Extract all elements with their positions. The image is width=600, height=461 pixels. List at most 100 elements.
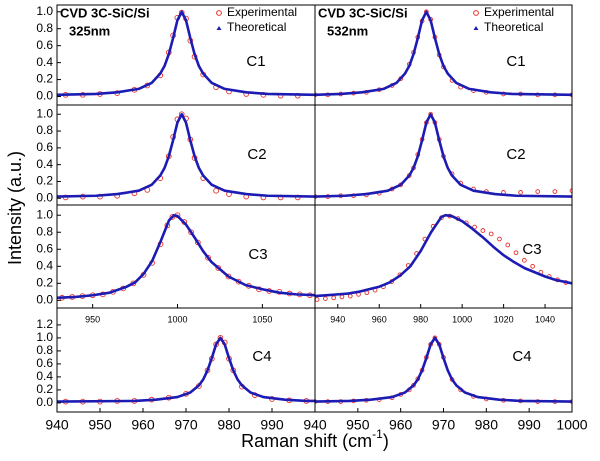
theoretical-line	[57, 10, 315, 97]
experimental-point	[205, 254, 211, 261]
y-tick-label: 0.0	[36, 293, 53, 307]
panel-annotation: C4	[512, 348, 531, 365]
y-tick-label: 0.4	[36, 369, 53, 383]
y-tick-label: 0.0	[36, 395, 53, 409]
theoretical-line	[315, 213, 572, 298]
y-tick-label: 0.6	[36, 241, 53, 255]
x-tick-label: 1040	[535, 314, 555, 324]
experimental-point	[217, 335, 224, 341]
x-tick-label: 1000	[167, 314, 187, 324]
panel-title: CVD 3C-SiC/Si	[60, 5, 150, 20]
x-axis-label: Raman shift (cm-1)	[241, 427, 389, 451]
y-tick-label: 0.0	[36, 190, 53, 204]
x-tick-label: 990	[260, 417, 284, 433]
y-tick-label: 0.8	[36, 21, 53, 35]
legend-label: Theoretical	[227, 20, 286, 34]
panel-annotation: C2	[506, 146, 525, 163]
x-tick-label: 1020	[494, 314, 514, 324]
y-tick-label: 1.0	[36, 330, 53, 344]
y-tick-label: 0.2	[36, 275, 53, 289]
y-tick-label: 0.4	[36, 55, 53, 69]
panel-subtitle: 325nm	[69, 23, 110, 38]
x-tick-label: 980	[413, 314, 428, 324]
x-axis-label-sup: -1	[372, 427, 383, 441]
plot-area	[57, 9, 315, 99]
x-tick-label: 960	[131, 417, 155, 433]
x-tick-label: 960	[389, 417, 413, 433]
theoretical-line	[315, 336, 572, 403]
experimental-point	[323, 296, 328, 301]
experimental-point	[188, 229, 194, 236]
y-tick-label: 1.2	[36, 317, 53, 331]
x-tick-label: 950	[88, 417, 112, 433]
panel-annotation: C1	[506, 53, 525, 70]
x-tick-label: 990	[517, 417, 541, 433]
legend-marker	[216, 26, 222, 30]
y-tick-label: 0.8	[36, 224, 53, 238]
plot-area	[57, 335, 315, 405]
experimental-point	[513, 250, 519, 256]
y-tick-label: 1.0	[36, 207, 53, 221]
theoretical-line	[57, 336, 315, 403]
legend-marker	[216, 10, 222, 16]
x-axis-label-end: )	[383, 431, 389, 451]
x-tick-label: 1050	[252, 314, 272, 324]
y-tick-label: 0.8	[36, 343, 53, 357]
x-axis-label-main: Raman shift (cm	[241, 431, 372, 451]
experimental-point	[505, 242, 511, 248]
plot-area	[315, 213, 572, 302]
plot-area	[57, 212, 315, 301]
theoretical-line	[315, 112, 572, 198]
panel-title: CVD 3C-SiC/Si	[318, 5, 408, 20]
y-tick-label: 0.2	[36, 72, 53, 86]
legend-marker	[473, 10, 479, 16]
legend-label: Theoretical	[484, 20, 543, 34]
x-tick-label: 970	[174, 417, 198, 433]
experimental-point	[521, 257, 527, 263]
experimental-point	[535, 189, 541, 194]
y-tick-label: 0.8	[36, 123, 53, 137]
y-tick-label: 1.0	[36, 4, 53, 18]
experimental-point	[518, 190, 523, 195]
panel-annotation: C1	[246, 53, 265, 70]
experimental-point	[480, 228, 486, 233]
experimental-point	[497, 236, 502, 242]
experimental-point	[530, 263, 535, 269]
x-tick-label: 960	[372, 314, 387, 324]
panel-subtitle: 532nm	[327, 23, 368, 38]
y-tick-label: 0.0	[36, 89, 53, 103]
experimental-point	[552, 189, 558, 194]
theoretical-line	[57, 213, 315, 300]
x-tick-label: 940	[45, 417, 69, 433]
x-tick-label: 950	[346, 417, 370, 433]
experimental-point	[215, 265, 222, 271]
legend-label: Experimental	[227, 5, 297, 19]
y-tick-label: 0.6	[36, 38, 53, 52]
experimental-point	[169, 214, 176, 220]
panel-annotation: C2	[247, 146, 266, 163]
experimental-point	[213, 187, 219, 194]
y-tick-label: 0.6	[36, 140, 53, 154]
plot-area	[57, 111, 315, 201]
experimental-point	[488, 231, 494, 237]
y-tick-label: 0.2	[36, 382, 53, 396]
x-tick-label: 950	[85, 314, 100, 324]
x-tick-label: 940	[303, 417, 327, 433]
panel-annotation: C4	[252, 348, 271, 365]
y-tick-label: 0.6	[36, 356, 53, 370]
y-tick-label: 1.0	[36, 106, 53, 120]
panel-annotation: C3	[248, 246, 267, 263]
x-tick-label: 1000	[452, 314, 472, 324]
experimental-point	[178, 9, 185, 16]
x-tick-label: 980	[475, 417, 499, 433]
x-tick-label: 940	[330, 314, 345, 324]
legend-label: Experimental	[484, 5, 554, 19]
theoretical-line	[57, 112, 315, 198]
y-tick-label: 0.4	[36, 258, 53, 272]
y-tick-label: 0.4	[36, 157, 53, 171]
x-tick-label: 980	[217, 417, 241, 433]
y-tick-label: 0.2	[36, 174, 53, 188]
